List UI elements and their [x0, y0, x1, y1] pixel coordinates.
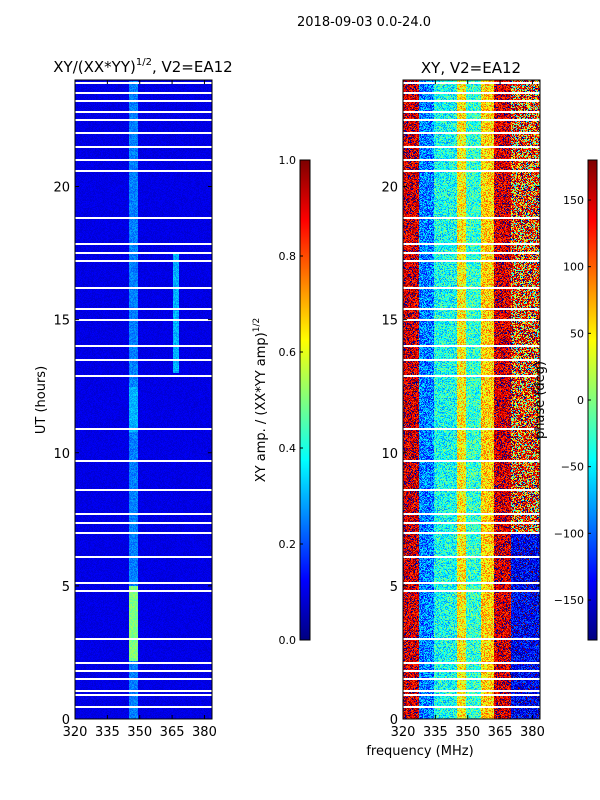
phase-colorbar	[588, 160, 597, 640]
colorbar-tick-label: 0.0	[279, 634, 297, 647]
y-tick-label: 20	[381, 181, 398, 196]
axes-frame-1	[402, 79, 541, 720]
left-title-sup: 1/2	[136, 57, 152, 68]
y-tick-label: 5	[62, 580, 70, 595]
x-tick-label: 365	[160, 725, 185, 740]
y-tick-label: 5	[390, 580, 398, 595]
colorbar-tick-label: −100	[554, 527, 584, 540]
xlabel: frequency (MHz)	[366, 744, 473, 759]
colorbar-tick-label: 150	[563, 194, 584, 207]
x-tick-label: 380	[192, 725, 217, 740]
y-tick-label: 15	[53, 314, 70, 329]
amp-colorbar-label-sup: 1/2	[252, 318, 262, 332]
colorbar-tick-label: 0.2	[279, 538, 297, 551]
x-tick-label: 335	[423, 725, 448, 740]
colorbar-tick-label: 0	[577, 394, 584, 407]
amp-colorbar-label: XY amp. / (XX*YY amp)1/2	[252, 318, 269, 482]
amp-colorbar-label-main: XY amp. / (XX*YY amp)	[254, 332, 269, 482]
axes-frame-0	[74, 79, 213, 720]
colorbar-tick-label: 0.6	[279, 346, 297, 359]
right-title: XY, V2=EA12	[421, 59, 521, 77]
colorbar-tick-label: −50	[561, 461, 584, 474]
x-tick-label: 380	[520, 725, 545, 740]
y-tick-label: 10	[381, 447, 398, 462]
phase-heatmap	[403, 80, 540, 719]
x-tick-label: 320	[63, 725, 88, 740]
left-title: XY/(XX*YY)1/2, V2=EA12	[53, 57, 232, 76]
colorbar-tick-label: 0.8	[279, 250, 297, 263]
colorbar-tick-label: 100	[563, 261, 584, 274]
amplitude-heatmap	[75, 80, 212, 719]
colorbar-frame-0	[299, 159, 311, 641]
colorbar-tick-label: 0.4	[279, 442, 297, 455]
y-tick-label: 20	[53, 181, 70, 196]
y-tick-label: 0	[62, 713, 70, 728]
amplitude-colorbar	[300, 160, 310, 640]
left-title-rest: , V2=EA12	[152, 58, 233, 76]
x-tick-label: 335	[95, 725, 120, 740]
x-tick-label: 350	[127, 725, 152, 740]
suptitle: 2018-09-03 0.0-24.0	[297, 15, 431, 30]
y-tick-label: 0	[390, 713, 398, 728]
x-tick-label: 350	[455, 725, 480, 740]
y-tick-label: 10	[53, 447, 70, 462]
left-title-main: XY/(XX*YY)	[53, 58, 136, 76]
x-tick-label: 365	[488, 725, 513, 740]
colorbar-tick-label: 50	[570, 327, 584, 340]
x-tick-label: 320	[391, 725, 416, 740]
y-tick-label: 15	[381, 314, 398, 329]
colorbar-tick-label: 1.0	[279, 154, 297, 167]
left-ylabel: UT (hours)	[34, 366, 49, 434]
colorbar-tick-label: −150	[554, 594, 584, 607]
